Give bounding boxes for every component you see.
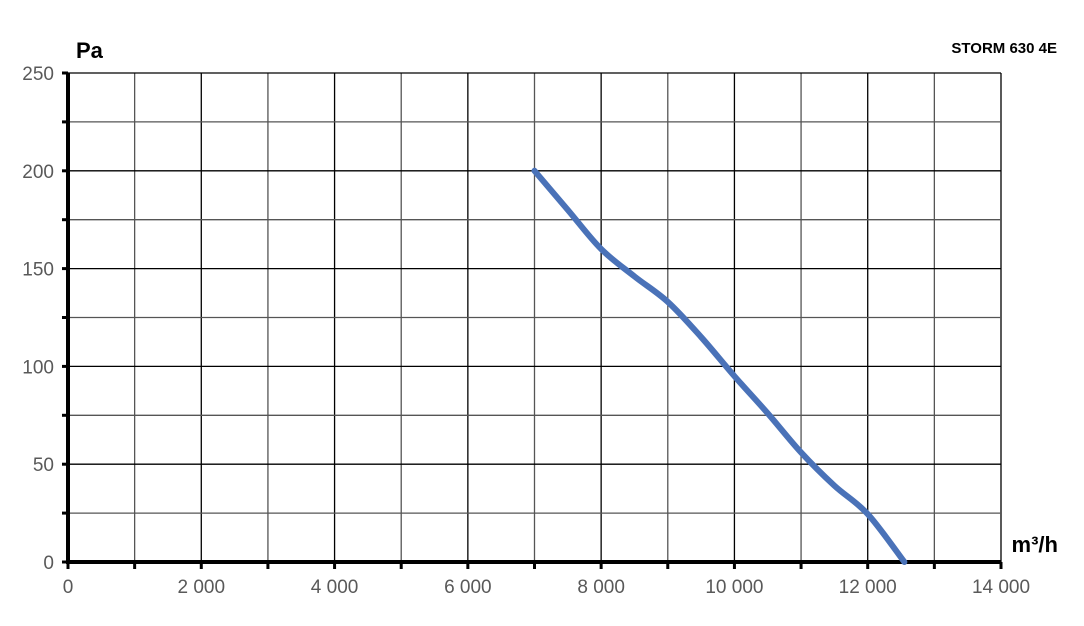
y-tick-label: 200	[22, 162, 54, 183]
x-axis-label: m³/h	[1012, 532, 1058, 557]
x-tick-label: 8 000	[577, 577, 625, 598]
x-tick-labels: 0 2 000 4 000 6 000 8 000 10 000 12 000 14 000	[63, 577, 1030, 598]
x-tick-label: 2 000	[178, 577, 226, 598]
series	[531, 167, 908, 565]
x-tick-label: 10 000	[705, 577, 763, 598]
pressure-flow-curve	[531, 167, 908, 565]
grid	[68, 72, 1002, 562]
y-tick-label: 100	[22, 357, 54, 378]
x-tick-label: 12 000	[839, 577, 897, 598]
x-tick-label: 4 000	[311, 577, 359, 598]
chart-title: STORM 630 4E	[951, 40, 1057, 57]
x-tick-label: 14 000	[972, 577, 1030, 598]
y-tick-label: 150	[22, 260, 54, 281]
x-tick-label: 0	[63, 577, 74, 598]
y-tick-labels: 0 50 100 150 200 250	[22, 64, 54, 574]
axes	[62, 71, 1003, 569]
y-axis-label: Pa	[76, 38, 104, 63]
y-tick-label: 250	[22, 64, 54, 85]
y-tick-label: 0	[43, 553, 54, 574]
x-tick-label: 6 000	[444, 577, 492, 598]
y-tick-label: 50	[33, 455, 54, 476]
